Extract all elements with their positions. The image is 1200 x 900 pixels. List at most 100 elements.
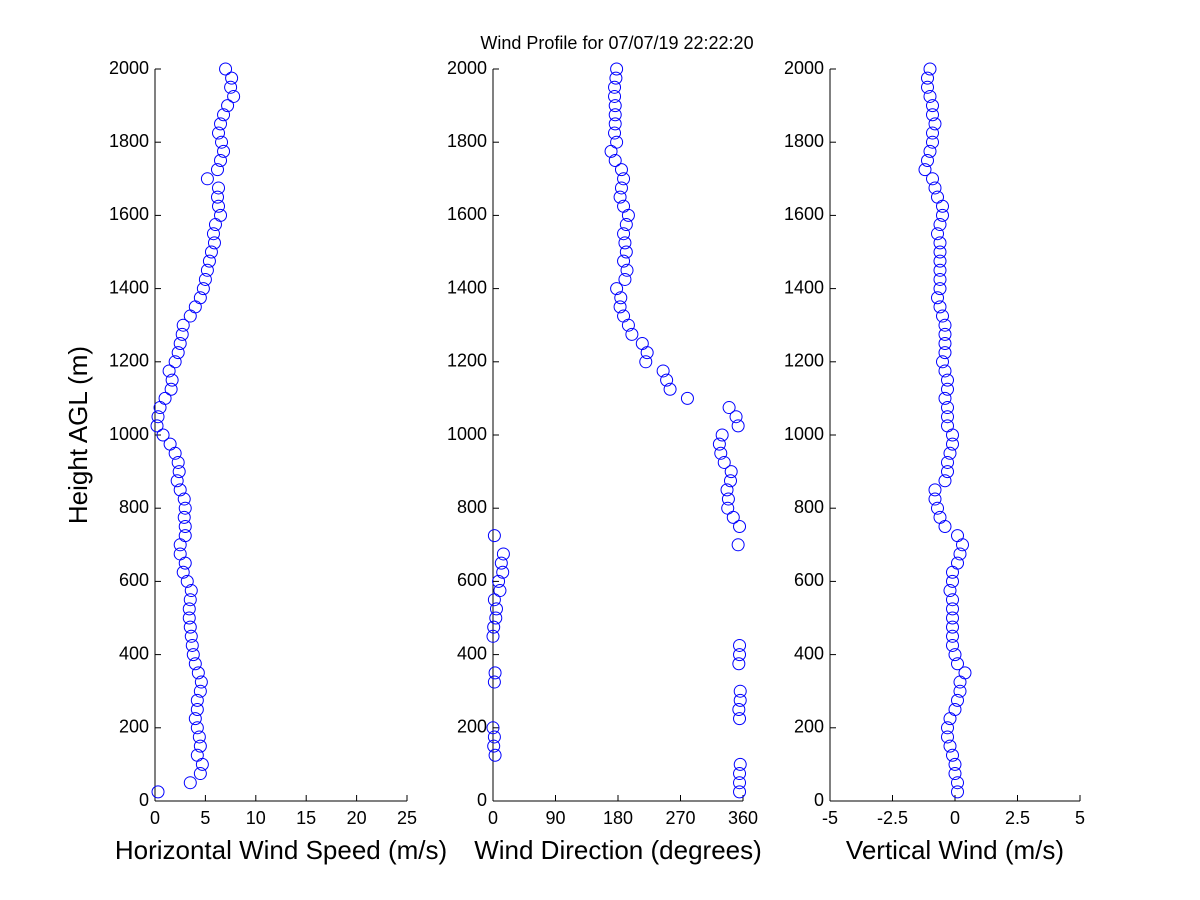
point: [733, 757, 747, 771]
point: [171, 455, 185, 469]
point: [733, 638, 747, 652]
point: [175, 327, 189, 341]
point: [933, 254, 947, 268]
point: [184, 584, 198, 598]
point: [953, 547, 967, 561]
y-tick-label: 200: [457, 717, 487, 737]
point: [193, 684, 207, 698]
point: [487, 529, 501, 543]
point: [733, 648, 747, 662]
point: [936, 355, 949, 369]
point: [489, 611, 503, 625]
point: [712, 437, 726, 451]
point: [188, 657, 202, 671]
point: [168, 355, 182, 369]
point: [178, 556, 192, 570]
point: [217, 108, 231, 122]
point: [487, 620, 501, 634]
chart-title: Wind Profile for 07/07/19 22:22:20: [480, 33, 753, 53]
point: [613, 190, 627, 204]
point: [928, 117, 942, 131]
point: [720, 483, 734, 497]
point: [938, 391, 952, 405]
point: [176, 318, 190, 332]
point: [170, 474, 184, 488]
y-tick-label: 1400: [784, 277, 824, 297]
point: [941, 730, 954, 744]
point: [176, 565, 190, 579]
point: [933, 236, 947, 250]
y-tick-label: 1400: [109, 277, 149, 297]
point: [928, 181, 942, 195]
point: [492, 574, 506, 588]
point: [680, 391, 694, 405]
point: [172, 465, 186, 479]
point: [185, 638, 199, 652]
point: [193, 291, 207, 305]
point: [177, 510, 191, 524]
point: [721, 501, 735, 515]
point: [926, 108, 939, 122]
x-tick-label: -2.5: [877, 808, 908, 828]
y-tick-label: 400: [457, 643, 487, 663]
point: [610, 282, 624, 296]
point: [921, 80, 934, 94]
y-tick-label: 800: [119, 497, 149, 517]
point: [938, 346, 952, 360]
point: [215, 135, 229, 149]
x-tick-label: 0: [950, 808, 960, 828]
point: [494, 556, 508, 570]
x-tick-label: 0: [150, 808, 160, 828]
point: [946, 593, 959, 607]
point: [946, 437, 959, 451]
point: [214, 117, 228, 131]
point: [931, 501, 944, 515]
point: [951, 785, 964, 799]
point: [951, 657, 964, 671]
point: [936, 199, 949, 213]
y-tick-label: 1800: [447, 131, 487, 151]
point: [212, 199, 226, 213]
y-tick-label: 1000: [109, 424, 149, 444]
y-tick-label: 1000: [447, 424, 487, 444]
point: [656, 364, 670, 378]
point: [210, 190, 224, 204]
point: [206, 227, 220, 241]
y-tick-label: 1000: [784, 424, 824, 444]
point: [620, 263, 634, 277]
y-tick-label: 1800: [784, 131, 824, 151]
point: [173, 547, 187, 561]
point: [931, 227, 944, 241]
point: [946, 611, 959, 625]
point: [214, 208, 228, 222]
point: [733, 520, 747, 533]
point: [938, 520, 952, 533]
point: [933, 263, 947, 277]
x-axis-label: Wind Direction (degrees): [474, 835, 762, 865]
point: [200, 172, 214, 186]
point: [208, 218, 222, 232]
point: [635, 337, 649, 350]
point: [921, 71, 934, 85]
point: [196, 282, 210, 296]
x-tick-label: 15: [296, 808, 316, 828]
point: [724, 465, 738, 479]
point: [496, 565, 510, 579]
y-tick-label: 1400: [447, 277, 487, 297]
y-tick-label: 1200: [109, 351, 149, 371]
x-tick-label: 90: [545, 808, 565, 828]
point: [946, 602, 959, 616]
point: [487, 739, 501, 753]
y-axis-label: Height AGL (m): [63, 346, 93, 524]
point: [190, 748, 204, 762]
point: [731, 419, 745, 433]
point: [193, 739, 207, 753]
point: [926, 126, 939, 140]
point: [918, 163, 932, 177]
point: [608, 80, 622, 94]
point: [173, 538, 187, 552]
point: [162, 364, 176, 378]
point: [608, 108, 622, 122]
point: [217, 144, 231, 158]
point: [941, 401, 954, 415]
